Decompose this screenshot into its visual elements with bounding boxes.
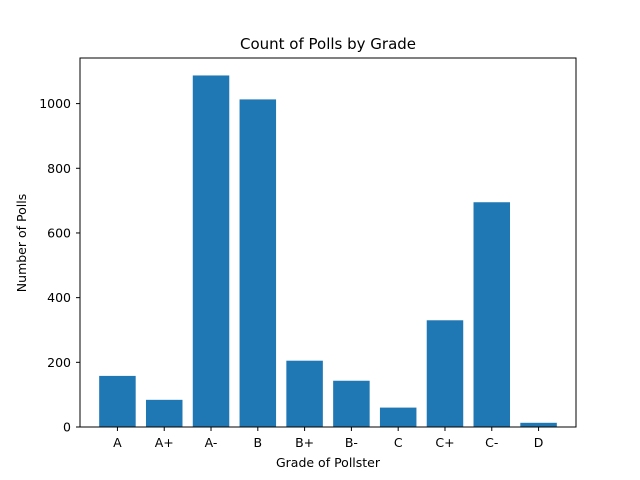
y-tick-label: 0 (63, 420, 71, 435)
x-tick-label: A+ (155, 435, 174, 450)
x-tick-label: C- (485, 435, 498, 450)
chart-title: Count of Polls by Grade (240, 35, 416, 53)
x-axis-ticks: A A+ A- B B+ B- C C+ C- D (113, 427, 543, 450)
x-tick-label: B- (345, 435, 358, 450)
y-axis-label: Number of Polls (14, 194, 29, 292)
x-tick-label: C (394, 435, 403, 450)
y-tick-label: 200 (47, 355, 71, 370)
bar-B (239, 99, 277, 428)
bar-B+ (286, 360, 323, 427)
bar-B- (333, 380, 370, 427)
x-tick-label: A- (205, 435, 218, 450)
y-axis-ticks: 0 200 400 600 800 1000 (39, 96, 80, 435)
bar-A+ (145, 399, 183, 427)
bar-C- (473, 202, 511, 427)
y-tick-label: 600 (47, 225, 71, 240)
bar-A (99, 375, 136, 427)
y-tick-label: 400 (47, 290, 71, 305)
x-tick-label: D (534, 435, 544, 450)
x-tick-label: A (113, 435, 122, 450)
bar-A- (192, 75, 230, 428)
x-tick-label: C+ (435, 435, 454, 450)
bar-C+ (426, 320, 464, 427)
bar-D (520, 422, 557, 427)
y-tick-label: 1000 (39, 96, 71, 111)
x-tick-label: B+ (295, 435, 314, 450)
plot-frame (79, 57, 577, 428)
bars-group (99, 75, 557, 428)
y-tick-label: 800 (47, 161, 71, 176)
bar-C (379, 407, 417, 427)
x-tick-label: B (254, 435, 263, 450)
x-axis-label: Grade of Pollster (276, 455, 381, 470)
